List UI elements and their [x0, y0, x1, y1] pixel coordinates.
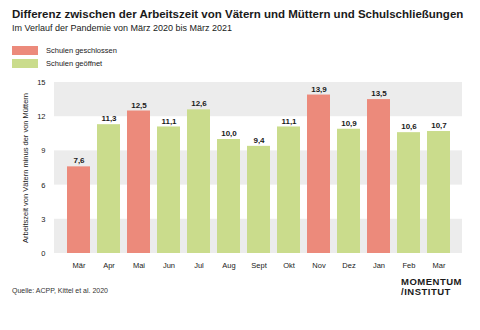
- svg-text:11,1: 11,1: [281, 117, 297, 126]
- svg-text:0: 0: [41, 249, 45, 258]
- html-text:Schulen geschlossen: Schulen geschlossen: [46, 46, 117, 55]
- svg-text:Mai: Mai: [133, 261, 145, 270]
- svg-text:12: 12: [37, 112, 45, 121]
- svg-text:Feb: Feb: [403, 261, 416, 270]
- svg-text:9: 9: [41, 146, 45, 155]
- svg-text:12,5: 12,5: [131, 101, 147, 110]
- svg-text:Mar: Mar: [433, 261, 446, 270]
- svg-text:10,6: 10,6: [401, 122, 417, 131]
- html-text:Schulen geöffnet: Schulen geöffnet: [46, 59, 103, 68]
- svg-text:10,0: 10,0: [221, 129, 237, 138]
- svg-text:Jun: Jun: [163, 261, 175, 270]
- svg-text:Jul: Jul: [194, 261, 204, 270]
- svg-text:10,7: 10,7: [431, 121, 447, 130]
- svg-text:3: 3: [41, 215, 45, 224]
- svg-text:Arbeitszeit von Vätern minus d: Arbeitszeit von Vätern minus der von Müt…: [21, 93, 30, 243]
- svg-text:9,4: 9,4: [253, 136, 265, 145]
- svg-text:Dez: Dez: [342, 261, 356, 270]
- svg-text:13,9: 13,9: [311, 85, 327, 94]
- html-text:Im Verlauf der Pandemie von Mä: Im Verlauf der Pandemie von März 2020 bi…: [12, 23, 233, 33]
- svg-text:11,1: 11,1: [161, 117, 177, 126]
- svg-text:13,5: 13,5: [371, 89, 387, 98]
- svg-text:Aug: Aug: [222, 261, 235, 270]
- svg-text:Jan: Jan: [373, 261, 385, 270]
- html-text:Quelle: ACPP, Kittel et al. 20: Quelle: ACPP, Kittel et al. 2020: [12, 287, 108, 294]
- svg-text:Apr: Apr: [103, 261, 115, 270]
- svg-text:10,9: 10,9: [341, 119, 357, 128]
- svg-text:7,6: 7,6: [73, 156, 85, 165]
- svg-text:Mär: Mär: [73, 261, 86, 270]
- svg-text:Sept: Sept: [251, 261, 267, 270]
- svg-text:Okt: Okt: [283, 261, 296, 270]
- html-text:/INSTITUT: /INSTITUT: [401, 286, 451, 297]
- html-text:Differenz zwischen der Arbeits: Differenz zwischen der Arbeitszeit von V…: [12, 8, 464, 20]
- svg-text:6: 6: [41, 181, 45, 190]
- html-text:MOMENTUM: MOMENTUM: [401, 276, 462, 287]
- svg-text:12,6: 12,6: [191, 99, 207, 108]
- svg-text:Nov: Nov: [312, 261, 326, 270]
- svg-text:11,3: 11,3: [101, 114, 117, 123]
- svg-text:15: 15: [37, 78, 45, 87]
